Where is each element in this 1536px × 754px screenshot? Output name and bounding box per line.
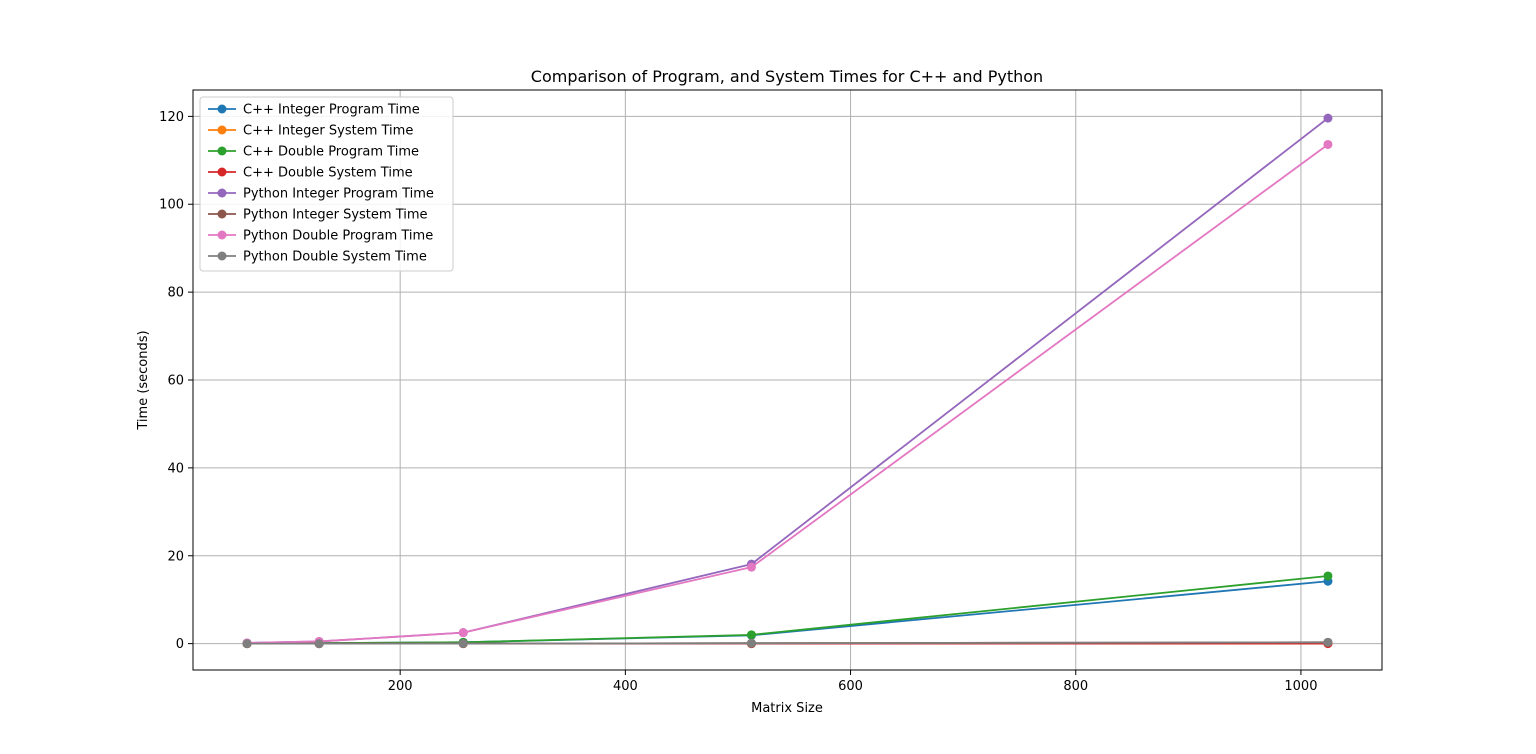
legend-marker-swatch xyxy=(217,209,227,219)
y-tick-label: 120 xyxy=(159,110,184,125)
legend-marker-swatch xyxy=(217,167,227,177)
x-axis-label: Matrix Size xyxy=(751,701,823,716)
legend-marker-swatch xyxy=(217,251,227,261)
legend-label: Python Double Program Time xyxy=(243,229,433,244)
legend-item: Python Double Program Time xyxy=(208,229,433,244)
data-point xyxy=(746,638,756,648)
legend-label: C++ Double Program Time xyxy=(243,145,419,160)
data-point xyxy=(1323,139,1333,149)
grid-lines xyxy=(193,90,1382,670)
legend-marker-swatch xyxy=(217,188,227,198)
legend-marker-swatch xyxy=(217,104,227,114)
legend-item: C++ Integer System Time xyxy=(208,124,413,139)
data-point xyxy=(458,628,468,638)
legend-label: C++ Integer Program Time xyxy=(243,103,420,118)
legend-label: C++ Double System Time xyxy=(243,166,413,181)
legend-item: Python Integer System Time xyxy=(208,208,428,223)
data-point xyxy=(242,639,252,649)
legend-marker-swatch xyxy=(217,125,227,135)
y-tick-label: 0 xyxy=(176,637,184,652)
legend: C++ Integer Program Time C++ Integer Syst… xyxy=(199,96,454,272)
series-8 xyxy=(242,637,1333,649)
axis-ticks: 200 400 600 800 1000 0 20 40 60 80 100 120 xyxy=(159,110,1317,694)
chart-title: Comparison of Program, and System Times … xyxy=(531,67,1043,86)
series-lines xyxy=(242,113,1333,649)
legend-label: C++ Integer System Time xyxy=(243,124,413,139)
x-tick-label: 600 xyxy=(838,679,863,694)
legend-item: C++ Double System Time xyxy=(208,166,413,181)
legend-item: Python Integer Program Time xyxy=(208,187,434,202)
x-tick-label: 400 xyxy=(613,679,638,694)
legend-marker-swatch xyxy=(217,230,227,240)
y-tick-label: 20 xyxy=(167,549,184,564)
y-tick-label: 80 xyxy=(167,286,184,301)
legend-box xyxy=(199,96,454,272)
y-axis-label: Time (seconds) xyxy=(136,330,151,430)
data-point xyxy=(314,639,324,649)
x-tick-label: 1000 xyxy=(1284,679,1317,694)
x-tick-label: 800 xyxy=(1063,679,1088,694)
legend-label: Python Double System Time xyxy=(243,250,427,265)
data-point xyxy=(1323,113,1333,123)
legend-item: Python Double System Time xyxy=(208,250,427,265)
legend-item: C++ Double Program Time xyxy=(208,145,419,160)
data-point xyxy=(1323,637,1333,647)
y-tick-label: 40 xyxy=(167,461,184,476)
data-point xyxy=(1323,571,1333,581)
data-point xyxy=(746,630,756,640)
y-tick-label: 100 xyxy=(159,198,184,213)
x-tick-label: 200 xyxy=(388,679,413,694)
data-point xyxy=(458,639,468,649)
legend-marker-swatch xyxy=(217,146,227,156)
y-tick-label: 60 xyxy=(167,374,184,389)
data-point xyxy=(746,562,756,572)
legend-label: Python Integer Program Time xyxy=(243,187,434,202)
legend-label: Python Integer System Time xyxy=(243,208,428,223)
legend-item: C++ Integer Program Time xyxy=(208,103,420,118)
